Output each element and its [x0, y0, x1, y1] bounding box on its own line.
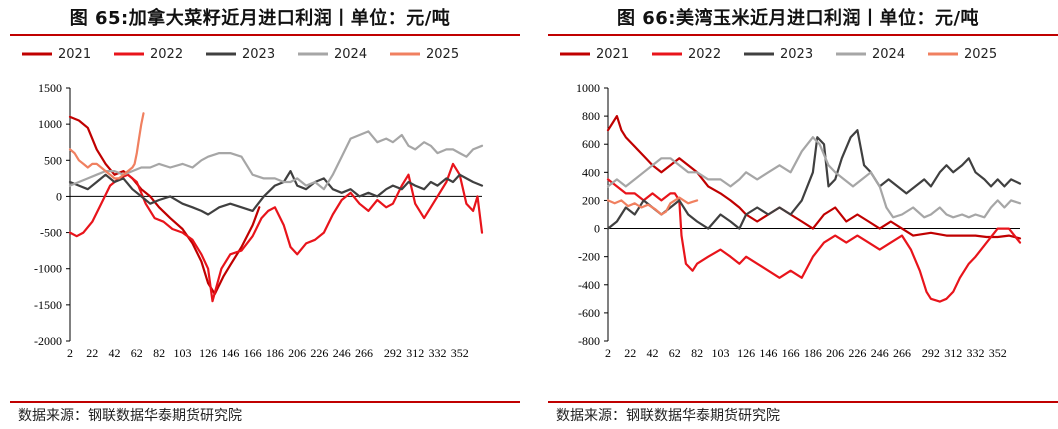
series-line-2024: [606, 136, 1022, 219]
y-tick-label: 0: [56, 189, 62, 203]
y-tick-label: 1000: [576, 81, 600, 95]
x-tick-label: 22: [86, 346, 98, 360]
x-tick-label: 126: [737, 346, 755, 360]
y-tick-label: -2000: [34, 334, 62, 348]
series-line-2025: [606, 196, 699, 216]
y-tick-label: -1500: [34, 298, 62, 312]
series-line-2021: [68, 115, 261, 296]
legend-label: 2022: [688, 47, 721, 62]
bottom-rule: [10, 401, 520, 403]
legend-label: 2024: [334, 47, 367, 62]
x-tick-label: 266: [355, 346, 373, 360]
x-tick-label: 246: [333, 346, 351, 360]
x-tick-label: 2: [67, 346, 73, 360]
x-tick-label: 206: [288, 346, 306, 360]
legend-label: 2023: [780, 47, 813, 62]
legend-label: 2021: [58, 47, 91, 62]
x-tick-label: 246: [871, 346, 889, 360]
x-tick-label: 226: [310, 346, 328, 360]
x-tick-label: 166: [782, 346, 800, 360]
chart-panel-canola: 图 65:加拿大菜籽近月进口利润丨单位：元/吨 2021 2022 2023 2024…: [0, 0, 520, 429]
line-chart-canola: 2021 2022 2023 2024 2025 1500 1000 500 0 -500 -100…: [22, 47, 484, 360]
series-line-2023: [606, 129, 1022, 230]
x-tick-label: 126: [199, 346, 217, 360]
x-tick-label: 62: [131, 346, 143, 360]
source-note: 数据来源：钢联数据华泰期货研究院: [556, 408, 780, 424]
series-line-2024: [68, 130, 484, 191]
series-line-2025: [68, 112, 145, 180]
x-tick-label: 332: [428, 346, 446, 360]
legend-label: 2022: [150, 47, 183, 62]
bottom-rule: [548, 401, 1058, 403]
legend-label: 2025: [964, 47, 997, 62]
x-tick-label: 62: [669, 346, 681, 360]
y-tick-label: 800: [582, 109, 600, 123]
y-tick-label: -600: [578, 306, 600, 320]
x-tick-label: 103: [711, 346, 729, 360]
x-tick-label: 103: [173, 346, 191, 360]
legend-label: 2021: [596, 47, 629, 62]
x-tick-label: 312: [944, 346, 962, 360]
x-tick-label: 292: [922, 346, 940, 360]
x-tick-label: 186: [266, 346, 284, 360]
x-tick-label: 312: [406, 346, 424, 360]
x-tick-label: 332: [966, 346, 984, 360]
x-tick-label: 352: [989, 346, 1007, 360]
x-tick-label: 42: [109, 346, 121, 360]
title-rule: [548, 34, 1058, 36]
x-tick-label: 2: [605, 346, 611, 360]
x-tick-label: 146: [221, 346, 239, 360]
title-rule: [10, 34, 520, 36]
x-tick-label: 146: [759, 346, 777, 360]
y-tick-label: -1000: [34, 262, 62, 276]
line-chart-corn: 2021 2022 2023 2024 2025 1000 800 600 400 200 0 -20…: [560, 47, 1022, 360]
series-line-2021: [606, 114, 1022, 240]
legend: 2021 2022 2023 2024 2025: [22, 47, 459, 62]
chart-title: 图 65:加拿大菜籽近月进口利润丨单位：元/吨: [69, 8, 451, 29]
y-tick-label: 600: [582, 137, 600, 151]
x-tick-label: 352: [451, 346, 469, 360]
legend: 2021 2022 2023 2024 2025: [560, 47, 997, 62]
x-tick-label: 206: [826, 346, 844, 360]
y-tick-label: 400: [582, 165, 600, 179]
x-tick-label: 166: [244, 346, 262, 360]
x-tick-label: 82: [691, 346, 703, 360]
x-tick-label: 186: [804, 346, 822, 360]
y-tick-label: 1500: [38, 81, 62, 95]
y-tick-label: 500: [44, 153, 62, 167]
y-tick-label: -800: [578, 334, 600, 348]
series-line-2022: [68, 162, 484, 303]
y-tick-label: -200: [578, 250, 600, 264]
x-tick-label: 226: [848, 346, 866, 360]
y-tick-label: -500: [40, 226, 62, 240]
legend-label: 2025: [426, 47, 459, 62]
y-tick-label: 1000: [38, 117, 62, 131]
x-tick-label: 292: [384, 346, 402, 360]
x-tick-label: 22: [624, 346, 636, 360]
series-line-2023: [68, 170, 484, 216]
y-tick-label: -400: [578, 278, 600, 292]
legend-label: 2024: [872, 47, 905, 62]
y-tick-label: 0: [594, 222, 600, 236]
chart-panel-corn: 图 66:美湾玉米近月进口利润丨单位：元/吨 2021 2022 2023 2024 2…: [538, 0, 1058, 429]
y-tick-label: 200: [582, 193, 600, 207]
source-note: 数据来源：钢联数据华泰期货研究院: [18, 408, 242, 424]
legend-label: 2023: [242, 47, 275, 62]
x-tick-label: 266: [893, 346, 911, 360]
x-tick-label: 82: [153, 346, 165, 360]
series-line-2022: [606, 178, 1022, 303]
chart-title: 图 66:美湾玉米近月进口利润丨单位：元/吨: [616, 8, 980, 29]
x-tick-label: 42: [647, 346, 659, 360]
